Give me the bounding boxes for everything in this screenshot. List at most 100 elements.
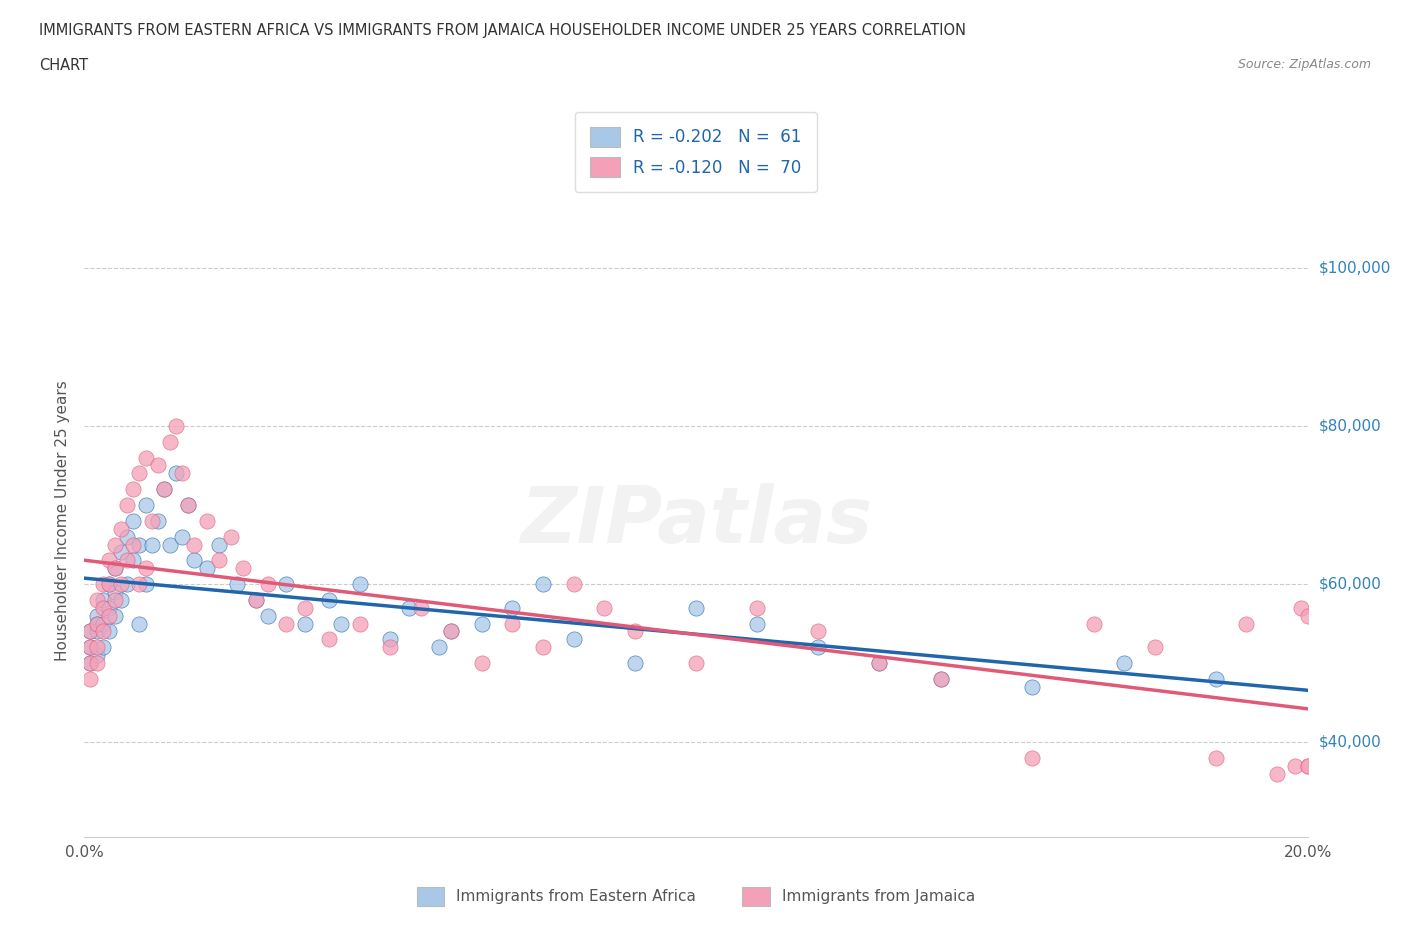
Point [91,640,114,655]
Point [1205,751,1227,765]
Point [1021,751,1043,765]
Point [153,482,176,497]
Point [159,434,181,449]
Point [624,656,647,671]
Text: IMMIGRANTS FROM EASTERN AFRICA VS IMMIGRANTS FROM JAMAICA HOUSEHOLDER INCOME UND: IMMIGRANTS FROM EASTERN AFRICA VS IMMIGR… [39,23,966,38]
Point [135,561,157,576]
Text: ZIPatlas: ZIPatlas [520,483,872,559]
Point [86,592,108,607]
Point [97,601,120,616]
Point [146,458,169,472]
Point [86,616,108,631]
Point [104,608,127,623]
Point [318,632,340,647]
Point [79,656,101,671]
Point [427,640,450,655]
Point [91,624,114,639]
Point [502,601,524,616]
Point [172,529,194,544]
Point [91,601,114,616]
Point [79,624,101,639]
Point [128,616,150,631]
Point [929,671,952,686]
Point [208,537,231,551]
Point [398,601,420,616]
Point [685,601,707,616]
Point [929,671,952,686]
Point [128,466,150,481]
Point [115,529,138,544]
Point [128,537,150,551]
Point [276,616,298,631]
Point [172,466,194,481]
Point [91,577,114,591]
Point [86,608,108,623]
Point [562,577,585,591]
Text: Source: ZipAtlas.com: Source: ZipAtlas.com [1237,58,1371,71]
Y-axis label: Householder Income Under 25 years: Householder Income Under 25 years [55,380,70,661]
Point [257,608,280,623]
Point [104,537,127,551]
Point [195,561,218,576]
Point [685,656,707,671]
Text: $80,000: $80,000 [1319,418,1382,433]
Point [91,592,114,607]
Point [1234,616,1257,631]
Point [440,624,463,639]
Point [122,482,145,497]
Point [593,601,616,616]
Point [1291,601,1313,616]
Point [115,498,138,512]
Point [562,632,585,647]
Point [104,561,127,576]
Text: CHART: CHART [39,58,89,73]
Point [86,656,108,671]
Point [122,513,145,528]
Point [177,498,200,512]
Point [159,537,181,551]
Point [440,624,463,639]
Point [165,418,187,433]
Text: $60,000: $60,000 [1319,577,1382,591]
Point [245,592,267,607]
Point [122,537,145,551]
Point [531,577,554,591]
Point [276,577,298,591]
Point [1021,679,1043,694]
Point [79,640,101,655]
Point [1114,656,1136,671]
Point [869,656,891,671]
Point [97,552,120,567]
Point [349,577,371,591]
Point [1265,766,1288,781]
Point [380,632,402,647]
Point [110,577,132,591]
Point [86,616,108,631]
Point [146,513,169,528]
Point [471,616,494,631]
Point [104,561,127,576]
Point [380,640,402,655]
Point [409,601,432,616]
Point [97,608,120,623]
Point [1296,608,1319,623]
Point [97,577,120,591]
Point [226,577,249,591]
Legend: Immigrants from Eastern Africa, Immigrants from Jamaica: Immigrants from Eastern Africa, Immigran… [405,875,987,918]
Point [531,640,554,655]
Point [502,616,524,631]
Point [807,624,830,639]
Point [183,552,205,567]
Point [624,624,647,639]
Point [330,616,353,631]
Point [86,647,108,662]
Point [122,552,145,567]
Point [91,616,114,631]
Point [135,450,157,465]
Point [128,577,150,591]
Point [257,577,280,591]
Point [183,537,205,551]
Point [471,656,494,671]
Point [208,552,231,567]
Text: $40,000: $40,000 [1319,735,1382,750]
